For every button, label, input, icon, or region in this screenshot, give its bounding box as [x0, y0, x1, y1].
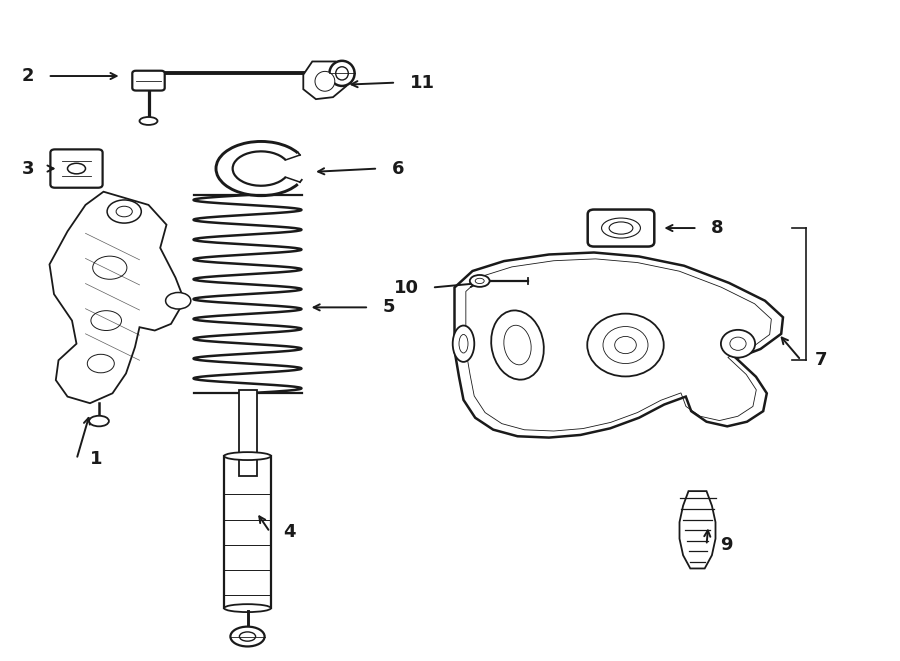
- Ellipse shape: [93, 256, 127, 279]
- Text: 9: 9: [720, 536, 733, 555]
- Ellipse shape: [470, 275, 490, 287]
- Text: 5: 5: [382, 298, 395, 317]
- Ellipse shape: [315, 71, 335, 91]
- Ellipse shape: [459, 334, 468, 353]
- Ellipse shape: [89, 416, 109, 426]
- Ellipse shape: [107, 200, 141, 223]
- Ellipse shape: [475, 278, 484, 284]
- Text: 4: 4: [284, 523, 296, 541]
- Ellipse shape: [615, 336, 636, 354]
- Ellipse shape: [601, 218, 641, 238]
- Ellipse shape: [453, 326, 474, 362]
- Ellipse shape: [603, 327, 648, 364]
- Ellipse shape: [491, 311, 544, 379]
- FancyBboxPatch shape: [50, 149, 103, 188]
- Text: 11: 11: [410, 73, 435, 92]
- Text: 8: 8: [711, 219, 724, 237]
- Ellipse shape: [87, 354, 114, 373]
- Ellipse shape: [609, 222, 633, 234]
- Text: 6: 6: [392, 159, 404, 178]
- Ellipse shape: [68, 163, 86, 174]
- Ellipse shape: [116, 206, 132, 217]
- Ellipse shape: [224, 604, 271, 612]
- Polygon shape: [454, 253, 783, 438]
- Ellipse shape: [91, 311, 122, 330]
- Polygon shape: [50, 192, 184, 403]
- Text: 7: 7: [814, 351, 827, 369]
- Ellipse shape: [336, 67, 348, 80]
- Polygon shape: [303, 61, 348, 99]
- Ellipse shape: [504, 325, 531, 365]
- Ellipse shape: [329, 61, 355, 86]
- FancyBboxPatch shape: [132, 71, 165, 91]
- Ellipse shape: [140, 117, 158, 125]
- FancyBboxPatch shape: [588, 210, 654, 247]
- Text: 1: 1: [90, 450, 103, 469]
- Polygon shape: [680, 491, 716, 568]
- Bar: [238, 390, 256, 476]
- Ellipse shape: [587, 314, 664, 377]
- Text: 3: 3: [22, 159, 34, 178]
- Ellipse shape: [239, 632, 256, 641]
- Ellipse shape: [224, 452, 271, 460]
- Bar: [224, 456, 271, 608]
- Text: 2: 2: [22, 67, 34, 85]
- Ellipse shape: [166, 292, 191, 309]
- Ellipse shape: [730, 337, 746, 350]
- Ellipse shape: [721, 330, 755, 358]
- Ellipse shape: [230, 627, 265, 646]
- Text: 10: 10: [393, 278, 419, 297]
